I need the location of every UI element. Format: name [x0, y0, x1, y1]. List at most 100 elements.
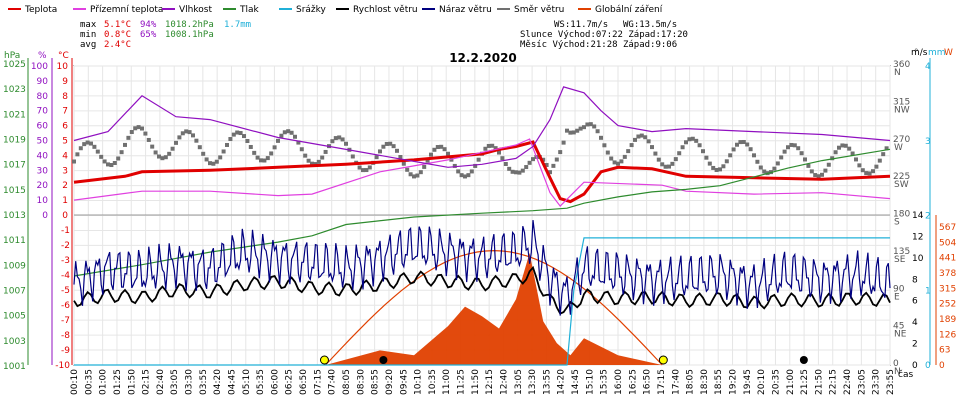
dir-point: [89, 141, 93, 146]
stats-block: max 5.1°C 94% 1018.2hPa 1.7mm min 0.8°C …: [80, 20, 688, 50]
dir-point: [599, 135, 603, 140]
dir-point: [194, 138, 199, 143]
dir-point: [391, 144, 396, 149]
x-tick: 18:05: [686, 369, 696, 395]
dir-point: [762, 169, 767, 174]
dir-point: [279, 133, 284, 138]
dir-point: [571, 130, 576, 135]
dir-point: [204, 157, 209, 162]
dir-point: [527, 160, 532, 165]
x-tick: 23:05: [857, 369, 867, 395]
x-tick: 18:55: [714, 369, 724, 395]
dir-point: [140, 126, 144, 131]
legend-label-6: Náraz větru: [439, 5, 492, 15]
dir-tick: 45: [893, 322, 904, 332]
dir-point: [286, 129, 291, 134]
x-tick: 05:10: [242, 369, 252, 395]
dir-point: [803, 157, 807, 162]
rad-tick: 567: [939, 223, 956, 233]
dir-point: [653, 151, 658, 156]
x-tick: 06:50: [299, 369, 309, 395]
dir-point: [585, 122, 590, 127]
stat-min-label: min: [80, 30, 96, 40]
x-tick: 11:00: [442, 369, 452, 395]
rad-tick: 0: [939, 361, 945, 371]
rad-tick: 441: [939, 254, 956, 264]
dir-point: [629, 143, 634, 148]
x-tick: 03:55: [199, 369, 209, 395]
dir-point: [582, 125, 586, 130]
dir-tick-card: SW: [894, 180, 909, 190]
temp-tick: 8: [62, 92, 68, 102]
temp-tick: 3: [62, 166, 68, 176]
grid: [73, 65, 891, 366]
series-Tlak: [73, 148, 891, 277]
dir-point: [483, 146, 488, 151]
dir-point: [592, 124, 597, 129]
dir-point: [225, 142, 229, 147]
dir-point: [245, 139, 250, 144]
axes: 1025102310211019101710151013101110091007…: [3, 48, 956, 377]
x-tick: 08:05: [342, 369, 352, 395]
dir-point: [694, 138, 699, 143]
temp-tick: 7: [62, 107, 68, 117]
dir-point: [684, 140, 688, 145]
dir-point: [507, 166, 512, 171]
dir-tick-card: NE: [894, 330, 907, 340]
dir-tick: 90: [893, 284, 905, 294]
dir-point: [242, 134, 246, 139]
dir-point: [636, 134, 641, 139]
dir-point: [357, 165, 362, 170]
temp-tick-neg: -5: [61, 286, 70, 296]
hpa-tick: 1009: [3, 261, 26, 271]
temp-tick-neg: -10: [55, 361, 70, 371]
x-tick: 16:50: [643, 369, 653, 395]
hum-tick: 20: [37, 181, 49, 191]
dir-point: [235, 130, 240, 135]
dir-tick: 225: [893, 172, 910, 182]
x-tick: 11:25: [457, 369, 467, 395]
x-tick: 15:35: [600, 369, 610, 395]
dir-point: [561, 140, 566, 145]
temp-tick-neg: -6: [61, 301, 70, 311]
temp-tick-neg: -8: [61, 331, 70, 341]
series-Rychlost větru: [73, 265, 891, 315]
hpa-unit: hPa: [4, 51, 20, 61]
stat-min-press: 1008.1hPa: [165, 30, 214, 40]
dir-point: [721, 164, 726, 169]
dir-point: [497, 150, 501, 155]
dir-point: [299, 147, 304, 152]
dir-point: [860, 168, 865, 173]
dir-tick-card: NW: [894, 105, 910, 115]
dir-point: [282, 130, 287, 135]
dir-point: [378, 149, 382, 154]
dir-point: [503, 161, 508, 166]
dir-point: [218, 155, 223, 160]
marker-moonrise: [799, 356, 808, 364]
x-axis-label: čas: [898, 369, 913, 380]
dir-point: [255, 155, 260, 160]
dir-point: [867, 171, 872, 176]
temp-tick: 5: [62, 137, 68, 147]
dir-point: [799, 151, 804, 156]
dir-point: [813, 173, 818, 178]
dir-point: [476, 157, 481, 162]
hum-tick: 70: [37, 107, 49, 117]
dir-point: [752, 153, 756, 158]
dir-point: [446, 151, 450, 156]
marker-moonset: [379, 356, 388, 364]
dir-point: [126, 135, 131, 140]
dir-point: [735, 142, 739, 147]
dir-point: [531, 157, 535, 162]
dir-point: [493, 146, 498, 151]
x-tick: 13:55: [542, 369, 552, 395]
dir-point: [728, 153, 733, 158]
dir-point: [401, 161, 406, 166]
x-tick: 06:00: [270, 369, 280, 395]
rad-tick: 504: [939, 238, 956, 248]
dir-point: [714, 167, 719, 172]
dir-point: [619, 159, 624, 164]
dir-point: [262, 158, 267, 163]
dir-point: [486, 143, 491, 148]
dir-point: [847, 146, 852, 151]
